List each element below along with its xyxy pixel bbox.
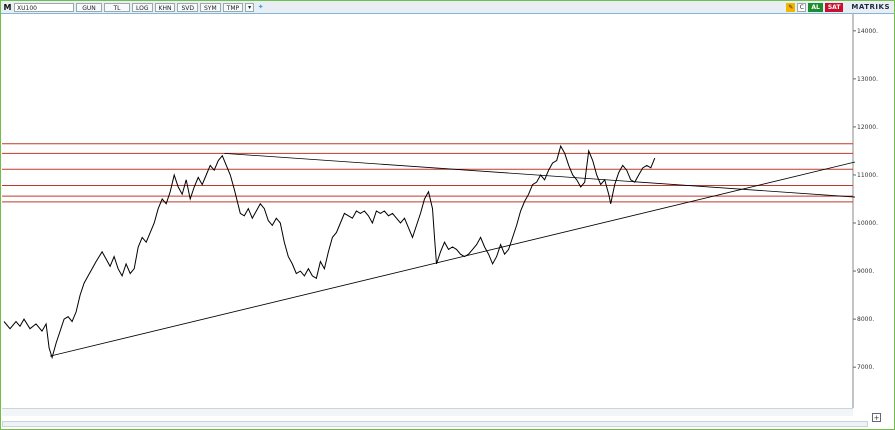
y-tick-label-3: 11000.: [857, 172, 878, 179]
trendline-0: [49, 161, 856, 357]
period-button[interactable]: GUN: [76, 2, 102, 12]
y-tick-label-1: 13000.: [857, 76, 878, 83]
trendline-1: [224, 152, 856, 198]
y-tick-label-5: 9000.: [857, 268, 874, 275]
plot-area: [2, 14, 853, 408]
trendlines: [49, 152, 856, 357]
zoom-in-button[interactable]: +: [872, 413, 881, 422]
app-logo: M: [3, 2, 12, 12]
svd-button[interactable]: SVD: [177, 2, 198, 12]
y-tick-label-0: 14000.: [857, 28, 878, 35]
c-button[interactable]: C: [797, 2, 807, 12]
pencil-icon[interactable]: ✎: [786, 2, 796, 12]
support-resistance-levels: [2, 143, 853, 203]
chevron-down-icon[interactable]: ▾: [245, 2, 255, 12]
brand-label: MATRIKS: [851, 3, 890, 11]
y-tick-label-2: 12000.: [857, 124, 878, 131]
symbol-input[interactable]: XU100: [14, 2, 74, 12]
y-tick-label-6: 8000.: [857, 316, 874, 323]
buy-button[interactable]: AL: [808, 2, 823, 12]
sell-button[interactable]: SAT: [824, 2, 844, 12]
khn-button[interactable]: KHN: [154, 2, 176, 12]
toolbar: M XU100 GUN TL LOG KHN SVD SYM TMP ▾ ✦ ✎…: [1, 1, 894, 14]
twitter-icon[interactable]: ✦: [257, 2, 264, 11]
sym-button[interactable]: SYM: [200, 2, 221, 12]
currency-button[interactable]: TL: [104, 2, 130, 12]
tmp-button[interactable]: TMP: [222, 2, 244, 12]
y-axis-ticks: 14000. 13000. 12000. 11000. 10000. 9000. 8000.…: [853, 28, 878, 371]
time-axis-bar: [2, 408, 853, 416]
horizontal-scrollbar[interactable]: [2, 421, 868, 427]
y-tick-label-4: 10000.: [857, 220, 878, 227]
price-series-line: [3, 144, 656, 360]
y-tick-label-7: 7000.: [857, 364, 874, 371]
log-button[interactable]: LOG: [132, 2, 153, 12]
